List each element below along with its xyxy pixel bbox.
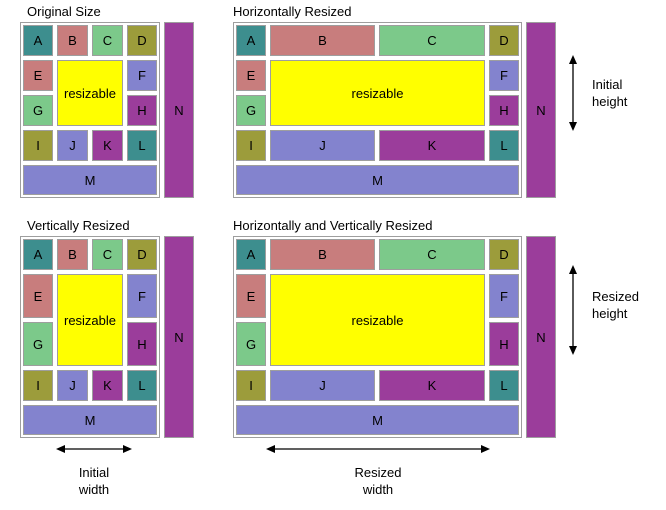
resized-height-label-line2: height <box>592 306 628 321</box>
initial-height-label-line2: height <box>592 94 628 109</box>
cell-d: D <box>489 25 519 56</box>
panel-vertically-resized: Vertically Resized A B C D E resizable F… <box>20 218 194 438</box>
cell-n: N <box>164 236 194 438</box>
layout-grid-horizontal: A B C D E resizable F G H I J K L M <box>233 22 522 198</box>
layout-grid-vertical: A B C D E resizable F G H I J K L M <box>20 236 160 438</box>
cell-c: C <box>92 239 123 270</box>
cell-m: M <box>236 405 519 435</box>
cell-g: G <box>23 322 53 366</box>
cell-h: H <box>127 322 157 366</box>
cell-a: A <box>23 25 53 56</box>
cell-i: I <box>23 130 53 161</box>
initial-width-double-arrow-icon <box>56 445 132 453</box>
panel-title-both: Horizontally and Vertically Resized <box>233 218 433 233</box>
cell-c: C <box>379 25 485 56</box>
cell-e: E <box>23 274 53 318</box>
cell-g: G <box>236 95 266 126</box>
panel-title-original: Original Size <box>27 4 101 19</box>
cell-a: A <box>236 25 266 56</box>
initial-height-label: Initial height <box>592 76 627 110</box>
cell-resizable: resizable <box>57 274 123 366</box>
cell-m: M <box>236 165 519 195</box>
cell-resizable: resizable <box>57 60 123 126</box>
cell-j: J <box>270 370 375 401</box>
resized-width-label: Resized width <box>318 464 438 498</box>
initial-width-label-line1: Initial <box>78 465 110 480</box>
resized-height-label-line1: Resized <box>592 289 639 304</box>
resized-width-double-arrow-icon <box>266 445 490 453</box>
cell-h: H <box>127 95 157 126</box>
cell-e: E <box>23 60 53 91</box>
cell-resizable: resizable <box>270 60 485 126</box>
panel-original-size: Original Size A B C D E resizable F G H … <box>20 4 194 198</box>
cell-f: F <box>127 274 157 318</box>
panel-horizontally-and-vertically-resized: Horizontally and Vertically Resized A B … <box>233 218 556 438</box>
cell-f: F <box>489 274 519 318</box>
cell-d: D <box>127 25 157 56</box>
cell-j: J <box>57 130 88 161</box>
cell-g: G <box>236 322 266 366</box>
cell-h: H <box>489 322 519 366</box>
cell-n: N <box>526 22 556 198</box>
cell-b: B <box>57 25 88 56</box>
cell-a: A <box>23 239 53 270</box>
cell-a: A <box>236 239 266 270</box>
cell-d: D <box>489 239 519 270</box>
cell-g: G <box>23 95 53 126</box>
initial-height-label-line1: Initial <box>592 77 623 92</box>
cell-k: K <box>379 130 485 161</box>
cell-i: I <box>236 370 266 401</box>
initial-width-label-line2: width <box>78 482 110 497</box>
panel-body-horizontal: A B C D E resizable F G H I J K L M N <box>233 22 556 198</box>
cell-i: I <box>23 370 53 401</box>
cell-m: M <box>23 405 157 435</box>
cell-f: F <box>489 60 519 91</box>
initial-height-double-arrow-icon <box>569 55 577 131</box>
initial-width-label: Initial width <box>44 464 144 498</box>
cell-b: B <box>270 25 375 56</box>
panel-horizontally-resized: Horizontally Resized A B C D E resizable… <box>233 4 556 198</box>
cell-j: J <box>57 370 88 401</box>
resized-height-label: Resized height <box>592 288 639 322</box>
panel-body-original: A B C D E resizable F G H I J K L M N <box>20 22 194 198</box>
cell-l: L <box>489 370 519 401</box>
cell-f: F <box>127 60 157 91</box>
cell-d: D <box>127 239 157 270</box>
cell-c: C <box>92 25 123 56</box>
panel-body-vertical: A B C D E resizable F G H I J K L M N <box>20 236 194 438</box>
cell-j: J <box>270 130 375 161</box>
layout-grid-original: A B C D E resizable F G H I J K L M <box>20 22 160 198</box>
cell-e: E <box>236 60 266 91</box>
cell-i: I <box>236 130 266 161</box>
cell-n: N <box>526 236 556 438</box>
resized-height-double-arrow-icon <box>569 265 577 355</box>
cell-m: M <box>23 165 157 195</box>
cell-b: B <box>270 239 375 270</box>
panel-title-horizontal: Horizontally Resized <box>233 4 352 19</box>
panel-body-both: A B C D E resizable F G H I J K L M N <box>233 236 556 438</box>
cell-c: C <box>379 239 485 270</box>
resized-width-label-line1: Resized <box>354 465 402 480</box>
cell-e: E <box>236 274 266 318</box>
cell-resizable: resizable <box>270 274 485 366</box>
cell-k: K <box>92 130 123 161</box>
cell-h: H <box>489 95 519 126</box>
layout-grid-both: A B C D E resizable F G H I J K L M <box>233 236 522 438</box>
cell-k: K <box>92 370 123 401</box>
cell-n: N <box>164 22 194 198</box>
cell-b: B <box>57 239 88 270</box>
cell-l: L <box>489 130 519 161</box>
panel-title-vertical: Vertically Resized <box>27 218 130 233</box>
resized-width-label-line2: width <box>362 482 394 497</box>
cell-l: L <box>127 370 157 401</box>
cell-l: L <box>127 130 157 161</box>
cell-k: K <box>379 370 485 401</box>
